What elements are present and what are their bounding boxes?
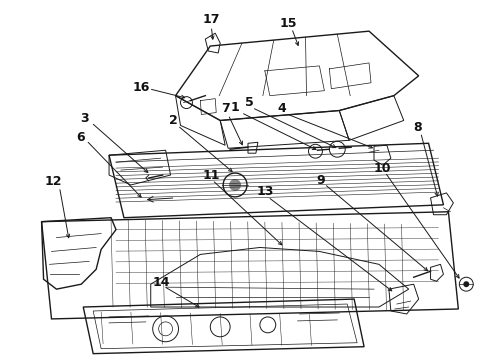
Text: 12: 12 — [45, 175, 62, 189]
Text: 15: 15 — [280, 17, 297, 30]
Text: 4: 4 — [277, 102, 286, 115]
Text: 1: 1 — [231, 101, 240, 114]
Text: 5: 5 — [245, 96, 253, 109]
Text: 6: 6 — [76, 131, 85, 144]
Text: 3: 3 — [80, 112, 89, 125]
Text: 11: 11 — [202, 168, 220, 181]
Text: 10: 10 — [373, 162, 391, 175]
Text: 9: 9 — [316, 174, 325, 186]
Text: 14: 14 — [153, 276, 171, 289]
Text: 13: 13 — [256, 185, 273, 198]
Circle shape — [464, 281, 469, 287]
Text: 8: 8 — [414, 121, 422, 134]
Circle shape — [229, 179, 241, 191]
Text: 16: 16 — [132, 81, 149, 94]
Text: 17: 17 — [202, 13, 220, 26]
Text: 7: 7 — [221, 102, 229, 115]
Text: 2: 2 — [169, 114, 178, 127]
